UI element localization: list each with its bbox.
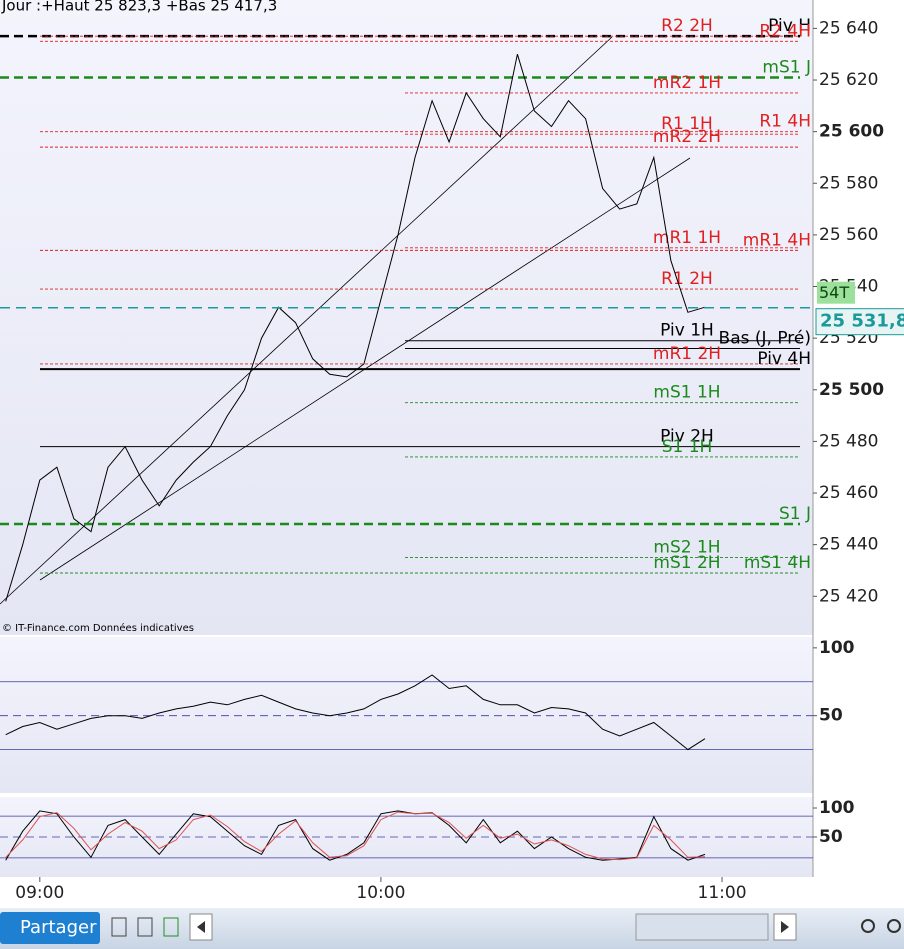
- y-tick-label: 25 500: [819, 380, 884, 400]
- chart-title: Jour :+Haut 25 823,3 +Bas 25 417,3: [1, 0, 277, 15]
- y-tick-label: 50: [819, 827, 843, 847]
- y-tick-label: 25 440: [819, 535, 878, 555]
- level-label: R1 2H: [661, 269, 713, 289]
- level-label: S1 1H: [662, 437, 713, 457]
- tool-icon[interactable]: [137, 917, 153, 937]
- tool-icon[interactable]: [111, 917, 127, 937]
- level-label: R1 4H: [759, 112, 811, 132]
- y-tick-label: 25 560: [819, 225, 878, 245]
- level-label: mS2 1H: [653, 538, 720, 558]
- level-label: Piv 4H: [757, 349, 811, 369]
- level-label: mR2 2H: [653, 127, 721, 147]
- tag: 54T: [819, 283, 849, 302]
- y-tick-label: 50: [819, 706, 843, 726]
- level-label: mS1 J: [762, 57, 811, 77]
- level-label: S1 J: [779, 504, 811, 524]
- arrow-left: [197, 921, 205, 933]
- arrow-right: [781, 921, 789, 933]
- last-price-box: [815, 308, 904, 336]
- level-label: mR2 1H: [653, 73, 721, 93]
- level-label: mS1 4H: [744, 553, 811, 573]
- zoom-icon[interactable]: [887, 919, 901, 933]
- level-label: Bas (J, Pré): [719, 328, 811, 348]
- level-label: Piv 1H: [660, 321, 714, 341]
- y-tick-label: 25 480: [819, 431, 878, 451]
- y-tick-label: 100: [819, 638, 855, 658]
- series-line: [5, 674, 706, 751]
- level-label: Piv 2H: [660, 427, 714, 447]
- zoom-icon[interactable]: [861, 919, 875, 933]
- level-label: mS1 1H: [653, 383, 720, 403]
- series-line: [5, 54, 706, 602]
- level-label: mR1 2H: [653, 344, 721, 364]
- scroll-thumb[interactable]: [635, 913, 769, 941]
- y-tick-label: 25 600: [819, 122, 884, 142]
- level-label: R2 2H: [661, 16, 713, 36]
- last-price-label: 25 531,8: [820, 311, 904, 332]
- x-tick-label: 09:00: [15, 883, 64, 903]
- rsi-panel: [0, 637, 813, 793]
- x-tick-label: 11:00: [698, 883, 747, 903]
- x-tick-label: 10:00: [356, 883, 405, 903]
- y-tick-label: 25 420: [819, 586, 878, 606]
- y-tick-label: 25 620: [819, 70, 878, 90]
- y-tick-label: 25 460: [819, 483, 878, 503]
- level-label: Piv H: [768, 16, 811, 36]
- level-label: mR1 1H: [653, 228, 721, 248]
- credit: © IT-Finance.com Données indicatives: [2, 622, 194, 634]
- level-label: R1 1H: [661, 114, 713, 134]
- tag-box: [817, 281, 855, 304]
- series-line: [5, 811, 706, 861]
- tool-icon[interactable]: [163, 917, 179, 937]
- y-tick-label: 25 580: [819, 173, 878, 193]
- level-label: mS1 2H: [653, 553, 720, 573]
- level-label: mR1 4H: [743, 230, 811, 250]
- share-label[interactable]: Partager: [20, 917, 97, 938]
- y-tick-label: 25 640: [819, 18, 878, 38]
- y-tick-label: 100: [819, 798, 855, 818]
- main-panel: [0, 0, 813, 635]
- share-button[interactable]: [0, 912, 100, 944]
- level-label: R2 4H: [759, 21, 811, 41]
- series-line: [5, 810, 706, 861]
